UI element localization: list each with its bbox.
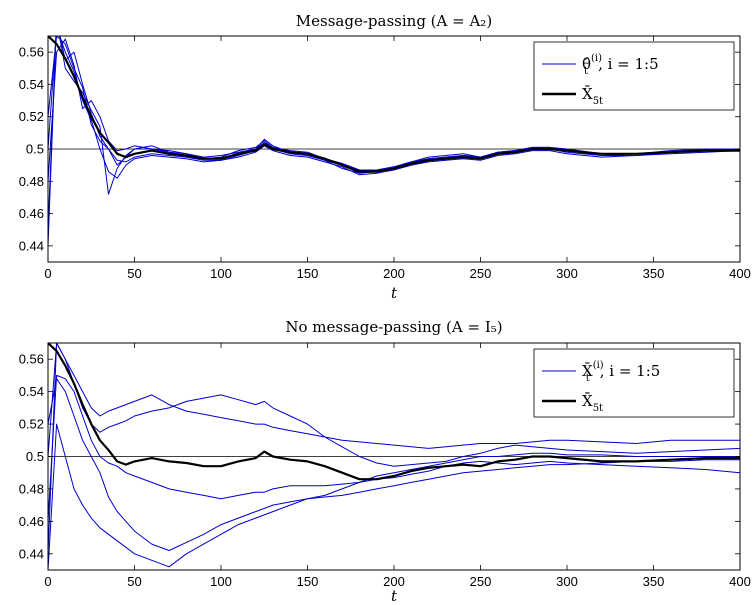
x-tick-label: 200 (383, 574, 405, 589)
y-tick-label: 0.54 (19, 77, 44, 92)
y-tick-label: 0.5 (26, 449, 44, 464)
x-tick-label: 200 (383, 266, 405, 281)
x-tick-label: 400 (729, 574, 751, 589)
y-tick-label: 0.52 (19, 417, 44, 432)
x-tick-label: 350 (643, 266, 665, 281)
chart-panel-message-passing: Message-passing (A = A₂) 0 50 100 150 200 250… (19, 12, 751, 302)
legend-box (533, 41, 735, 111)
chart-title: Message-passing (A = A₂) (296, 12, 492, 30)
x-tick-label: 250 (470, 266, 492, 281)
plot-area: 0 50 100 150 200 250 300 350 400 0.44 0.46 0.48 0.5 0… (19, 342, 751, 589)
y-tick-label: 0.44 (19, 238, 44, 253)
chart-title: No message-passing (A = I₅) (285, 318, 502, 336)
series-line-3 (48, 374, 740, 522)
y-tick-label: 0.54 (19, 384, 44, 399)
x-tick-label: 250 (470, 574, 492, 589)
x-axis-label: t (391, 587, 398, 605)
x-tick-label: 300 (556, 266, 578, 281)
y-tick-label: 0.52 (19, 109, 44, 124)
x-tick-label: 350 (643, 574, 665, 589)
y-tick-label: 0.56 (19, 45, 44, 60)
y-tick-label: 0.46 (19, 206, 44, 221)
series-line-2 (48, 343, 740, 554)
x-tick-label: 0 (44, 266, 51, 281)
series-line-5 (48, 423, 740, 570)
series-group (48, 343, 740, 570)
legend-box (533, 348, 735, 418)
x-tick-label: 150 (297, 266, 319, 281)
legend-label: X̄(i) t, i = 1:5 (582, 360, 660, 384)
x-tick-label: 100 (210, 574, 232, 589)
x-tick-label: 50 (127, 266, 141, 281)
x-axis-label: t (391, 284, 398, 302)
y-tick-label: 0.48 (19, 174, 44, 189)
legend-label: X̄5t (582, 392, 603, 414)
x-tick-label: 100 (210, 266, 232, 281)
chart-panel-no-message-passing: No message-passing (A = I₅) 0 50 100 150 200… (19, 318, 751, 605)
series-group (48, 36, 740, 246)
legend: X̄(i) t, i = 1:5 X̄5t (533, 348, 735, 418)
plot-area: 0 50 100 150 200 250 300 350 400 0.44 0.46 0.48 0.5 0… (19, 35, 751, 281)
series-line-1 (48, 343, 740, 457)
y-tick-label: 0.46 (19, 514, 44, 529)
series-line-average (48, 343, 740, 481)
x-tick-label: 50 (127, 574, 141, 589)
y-tick-label: 0.48 (19, 481, 44, 496)
y-tick-label: 0.5 (26, 142, 44, 157)
series-line-2 (48, 36, 740, 179)
y-tick-label: 0.56 (19, 352, 44, 367)
legend-label: X̄5t (582, 85, 603, 107)
legend-label: θ̂(i) t, i = 1:5 (582, 53, 659, 77)
series-line-average (48, 36, 740, 173)
y-tick-label: 0.44 (19, 546, 44, 561)
x-tick-label: 150 (297, 574, 319, 589)
legend: θ̂(i) t, i = 1:5 X̄5t (533, 41, 735, 111)
x-tick-label: 300 (556, 574, 578, 589)
x-tick-label: 0 (44, 574, 51, 589)
x-tick-label: 400 (729, 266, 751, 281)
series-line-4 (48, 378, 740, 551)
